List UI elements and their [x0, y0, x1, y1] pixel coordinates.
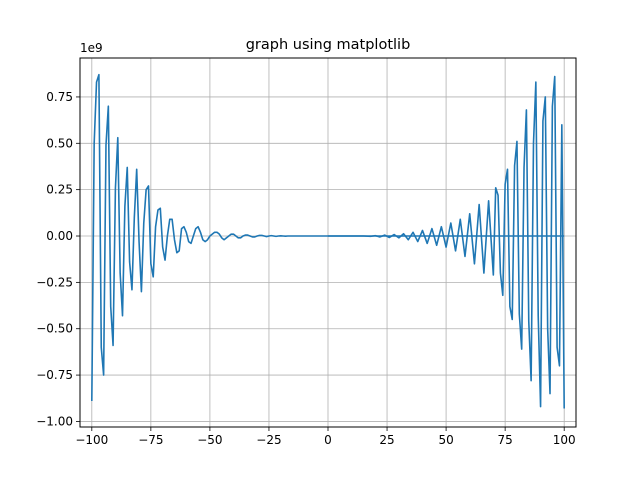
x-tick-label: 0 [324, 433, 332, 447]
x-tick-label: −100 [75, 433, 108, 447]
y-tick-label: −1.00 [36, 414, 73, 428]
y-tick-label: −0.25 [36, 275, 73, 289]
x-axis: −100 −75 −50 −25 0 25 50 75 100 [75, 427, 576, 447]
y-tick-label: 0.25 [46, 183, 73, 197]
series-layer [91, 73, 565, 409]
chart-title: graph using matplotlib [246, 37, 411, 53]
x-tick-label: 50 [438, 433, 453, 447]
y-offset-label: 1e9 [80, 41, 103, 55]
x-tick-label: −25 [256, 433, 281, 447]
y-tick-label: 0.50 [46, 136, 73, 150]
y-tick-label: −0.75 [36, 368, 73, 382]
y-tick-label: 0.75 [46, 90, 73, 104]
x-tick-label: −50 [197, 433, 222, 447]
series-line-oscillation-right [328, 75, 565, 409]
x-tick-label: 100 [553, 433, 576, 447]
x-tick-label: 25 [379, 433, 394, 447]
x-tick-label: 75 [498, 433, 513, 447]
x-tick-label: −75 [138, 433, 163, 447]
y-tick-label: −0.50 [36, 322, 73, 336]
y-tick-label: 0.00 [46, 229, 73, 243]
y-axis: −1.00 −0.75 −0.50 −0.25 0.00 0.25 0.50 0.75 [36, 90, 80, 428]
